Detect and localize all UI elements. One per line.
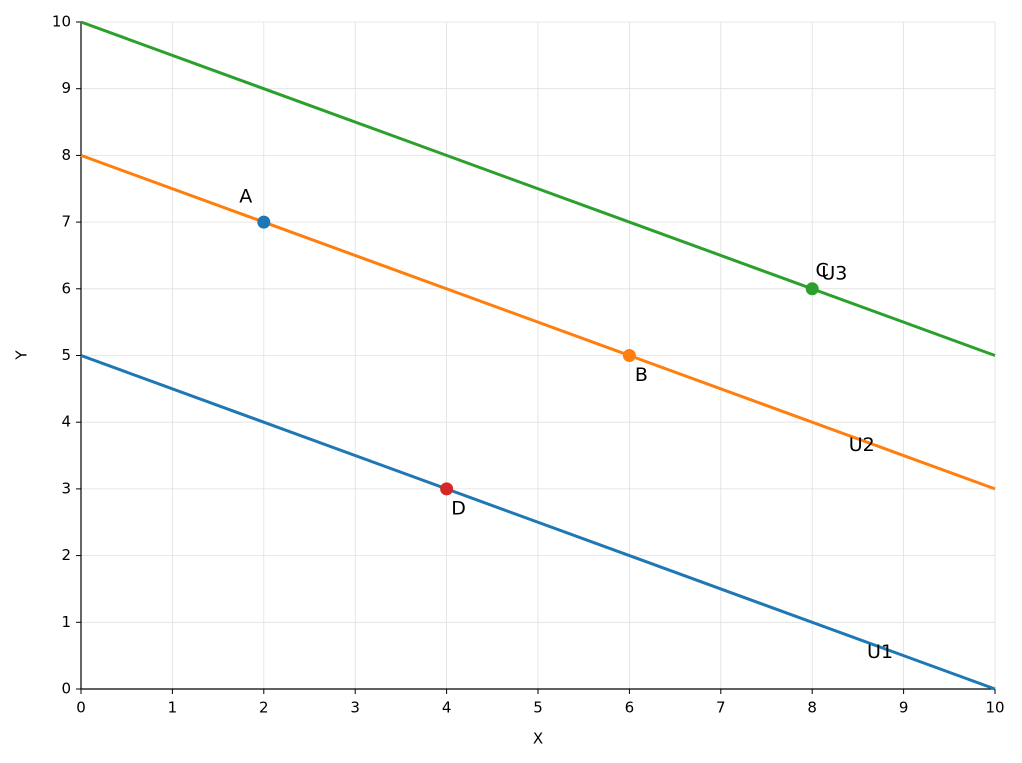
series-label: U1 [867,641,893,663]
x-tick-label: 6 [625,699,635,717]
x-axis-label: X [533,730,543,748]
x-tick-label: 8 [807,699,817,717]
y-tick-label: 7 [61,213,71,231]
y-tick-label: 1 [61,613,71,631]
point-label: D [451,497,466,519]
x-tick-label: 3 [350,699,360,717]
point [622,349,636,362]
x-tick-label: 4 [442,699,452,717]
point [257,215,271,229]
point-label: A [239,186,252,208]
point [805,282,819,296]
y-axis-label: Y [13,350,31,361]
y-tick-label: 2 [61,546,71,564]
x-tick-label: 0 [76,699,86,717]
y-tick-label: 6 [61,279,71,297]
y-tick-label: 10 [52,13,71,31]
y-tick-label: 0 [61,680,71,698]
y-tick-label: 9 [61,79,71,97]
x-tick-label: 5 [533,699,543,717]
y-tick-label: 4 [61,413,71,431]
point-label: C [816,259,829,281]
line-series [80,20,996,357]
point-label: B [635,364,648,386]
y-tick-label: 5 [61,346,71,364]
y-tick-label: 3 [61,479,71,497]
x-tick-label: 7 [716,699,726,717]
y-tick-label: 8 [61,146,71,164]
line-series [80,153,996,491]
x-tick-label: 10 [985,699,1004,717]
series-label: U2 [849,434,875,456]
point [440,482,454,496]
line-series [80,354,996,691]
x-tick-label: 9 [899,699,909,717]
x-tick-label: 1 [168,699,178,717]
x-tick-label: 2 [259,699,269,717]
series-label: U3 [821,263,847,285]
